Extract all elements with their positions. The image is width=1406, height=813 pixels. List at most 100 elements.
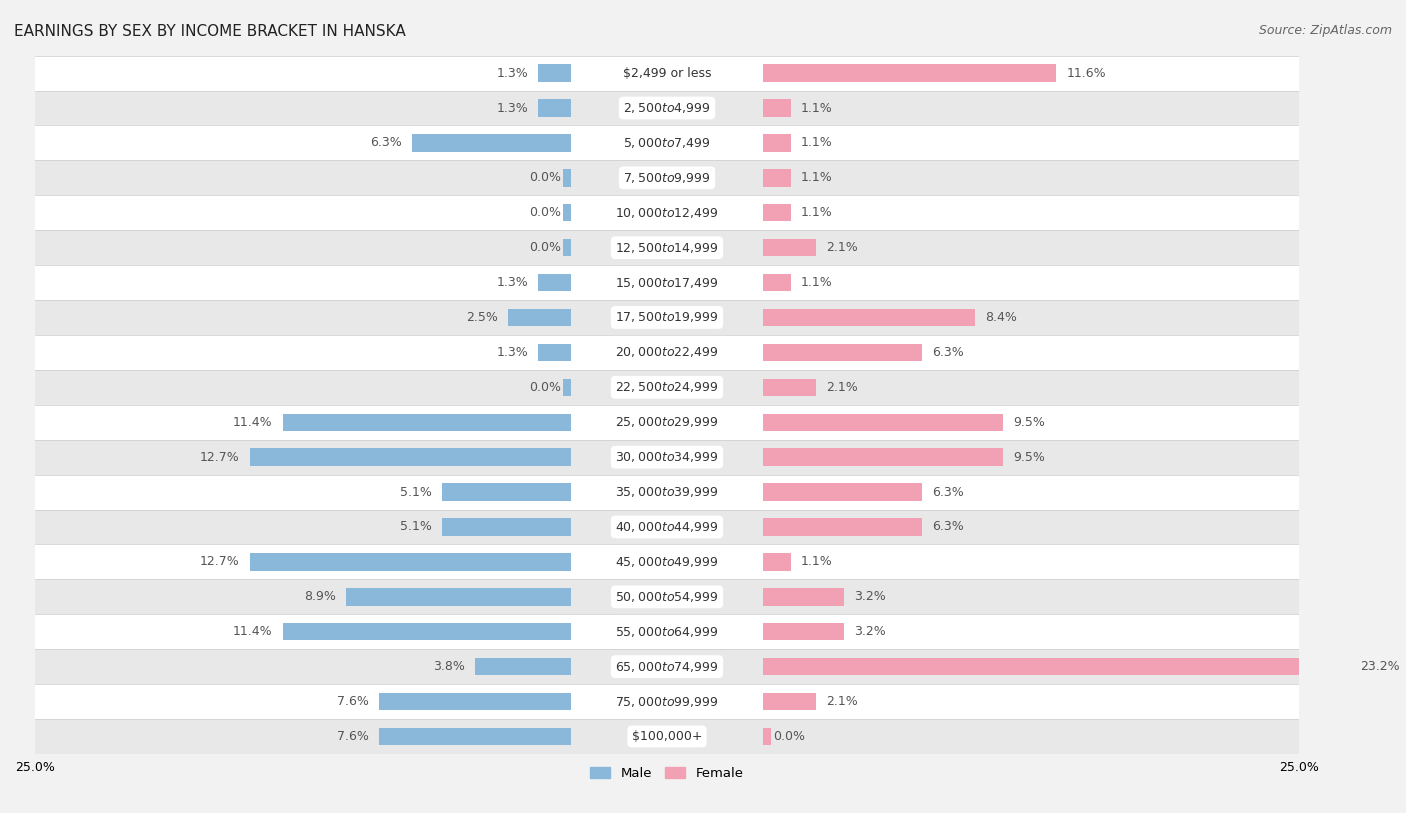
Bar — [35, 580, 1299, 615]
Bar — [346, 588, 571, 606]
Text: 0.0%: 0.0% — [529, 172, 561, 185]
Bar — [35, 545, 1299, 580]
Text: $15,000 to $17,499: $15,000 to $17,499 — [616, 276, 718, 289]
Text: 0.0%: 0.0% — [773, 730, 806, 743]
Bar — [35, 615, 1299, 649]
Bar — [35, 265, 1299, 300]
Text: $100,000+: $100,000+ — [631, 730, 702, 743]
Text: 1.3%: 1.3% — [496, 276, 527, 289]
Bar — [35, 300, 1299, 335]
Bar — [763, 518, 922, 536]
Bar — [35, 125, 1299, 160]
Text: 0.0%: 0.0% — [529, 207, 561, 220]
Text: 7.6%: 7.6% — [337, 695, 368, 708]
Text: $22,500 to $24,999: $22,500 to $24,999 — [616, 380, 718, 394]
Text: 1.1%: 1.1% — [801, 102, 832, 115]
Bar — [564, 379, 571, 396]
Text: 6.3%: 6.3% — [932, 520, 965, 533]
Bar — [538, 344, 571, 361]
Text: 0.0%: 0.0% — [529, 380, 561, 393]
Text: 3.8%: 3.8% — [433, 660, 465, 673]
Bar — [763, 204, 792, 221]
Legend: Male, Female: Male, Female — [585, 762, 749, 785]
Text: 1.1%: 1.1% — [801, 207, 832, 220]
Bar — [763, 728, 770, 746]
Text: $25,000 to $29,999: $25,000 to $29,999 — [616, 415, 718, 429]
Bar — [763, 344, 922, 361]
Bar — [763, 693, 815, 711]
Text: $10,000 to $12,499: $10,000 to $12,499 — [616, 206, 718, 220]
Bar — [35, 475, 1299, 510]
Text: 11.4%: 11.4% — [233, 625, 273, 638]
Bar — [35, 230, 1299, 265]
Bar — [378, 728, 571, 746]
Bar — [35, 195, 1299, 230]
Text: $40,000 to $44,999: $40,000 to $44,999 — [616, 520, 718, 534]
Text: 11.4%: 11.4% — [233, 415, 273, 428]
Text: $7,500 to $9,999: $7,500 to $9,999 — [623, 171, 711, 185]
Text: $65,000 to $74,999: $65,000 to $74,999 — [616, 659, 718, 674]
Bar — [763, 484, 922, 501]
Text: $50,000 to $54,999: $50,000 to $54,999 — [616, 589, 718, 604]
Bar — [763, 449, 1004, 466]
Bar — [763, 658, 1350, 676]
Text: $12,500 to $14,999: $12,500 to $14,999 — [616, 241, 718, 254]
Text: 0.0%: 0.0% — [529, 241, 561, 254]
Text: 3.2%: 3.2% — [853, 625, 886, 638]
Text: 11.6%: 11.6% — [1067, 67, 1107, 80]
Bar — [763, 623, 844, 641]
Bar — [763, 553, 792, 571]
Bar — [763, 169, 792, 186]
Text: 6.3%: 6.3% — [932, 485, 965, 498]
Bar — [564, 239, 571, 256]
Bar — [564, 204, 571, 221]
Text: 5.1%: 5.1% — [399, 520, 432, 533]
Bar — [35, 370, 1299, 405]
Bar — [35, 510, 1299, 545]
Bar — [475, 658, 571, 676]
Bar — [250, 449, 571, 466]
Text: $75,000 to $99,999: $75,000 to $99,999 — [616, 694, 718, 709]
Bar — [441, 484, 571, 501]
Bar — [763, 309, 976, 326]
Text: 1.1%: 1.1% — [801, 276, 832, 289]
Text: 5.1%: 5.1% — [399, 485, 432, 498]
Bar — [763, 274, 792, 291]
Text: $17,500 to $19,999: $17,500 to $19,999 — [616, 311, 718, 324]
Bar — [763, 64, 1056, 82]
Bar — [378, 693, 571, 711]
Bar — [763, 588, 844, 606]
Bar — [283, 414, 571, 431]
Text: 1.1%: 1.1% — [801, 555, 832, 568]
Text: 2.1%: 2.1% — [827, 380, 858, 393]
Text: 12.7%: 12.7% — [200, 450, 240, 463]
Text: 8.9%: 8.9% — [304, 590, 336, 603]
Bar — [763, 239, 815, 256]
Text: 12.7%: 12.7% — [200, 555, 240, 568]
Bar — [35, 440, 1299, 475]
Bar — [35, 684, 1299, 719]
Bar — [763, 134, 792, 152]
Bar — [412, 134, 571, 152]
Text: 1.3%: 1.3% — [496, 67, 527, 80]
Text: 1.3%: 1.3% — [496, 346, 527, 359]
Text: $2,500 to $4,999: $2,500 to $4,999 — [623, 101, 711, 115]
Bar — [538, 274, 571, 291]
Text: 23.2%: 23.2% — [1360, 660, 1399, 673]
Text: $30,000 to $34,999: $30,000 to $34,999 — [616, 450, 718, 464]
Text: EARNINGS BY SEX BY INCOME BRACKET IN HANSKA: EARNINGS BY SEX BY INCOME BRACKET IN HAN… — [14, 24, 406, 39]
Bar — [35, 55, 1299, 90]
Bar — [250, 553, 571, 571]
Bar — [564, 169, 571, 186]
Text: $35,000 to $39,999: $35,000 to $39,999 — [616, 485, 718, 499]
Bar — [763, 99, 792, 117]
Text: 3.2%: 3.2% — [853, 590, 886, 603]
Bar — [35, 335, 1299, 370]
Text: 1.3%: 1.3% — [496, 102, 527, 115]
Bar — [35, 719, 1299, 754]
Text: 9.5%: 9.5% — [1014, 415, 1045, 428]
Text: 6.3%: 6.3% — [932, 346, 965, 359]
Bar — [35, 160, 1299, 195]
Text: $2,499 or less: $2,499 or less — [623, 67, 711, 80]
Text: Source: ZipAtlas.com: Source: ZipAtlas.com — [1258, 24, 1392, 37]
